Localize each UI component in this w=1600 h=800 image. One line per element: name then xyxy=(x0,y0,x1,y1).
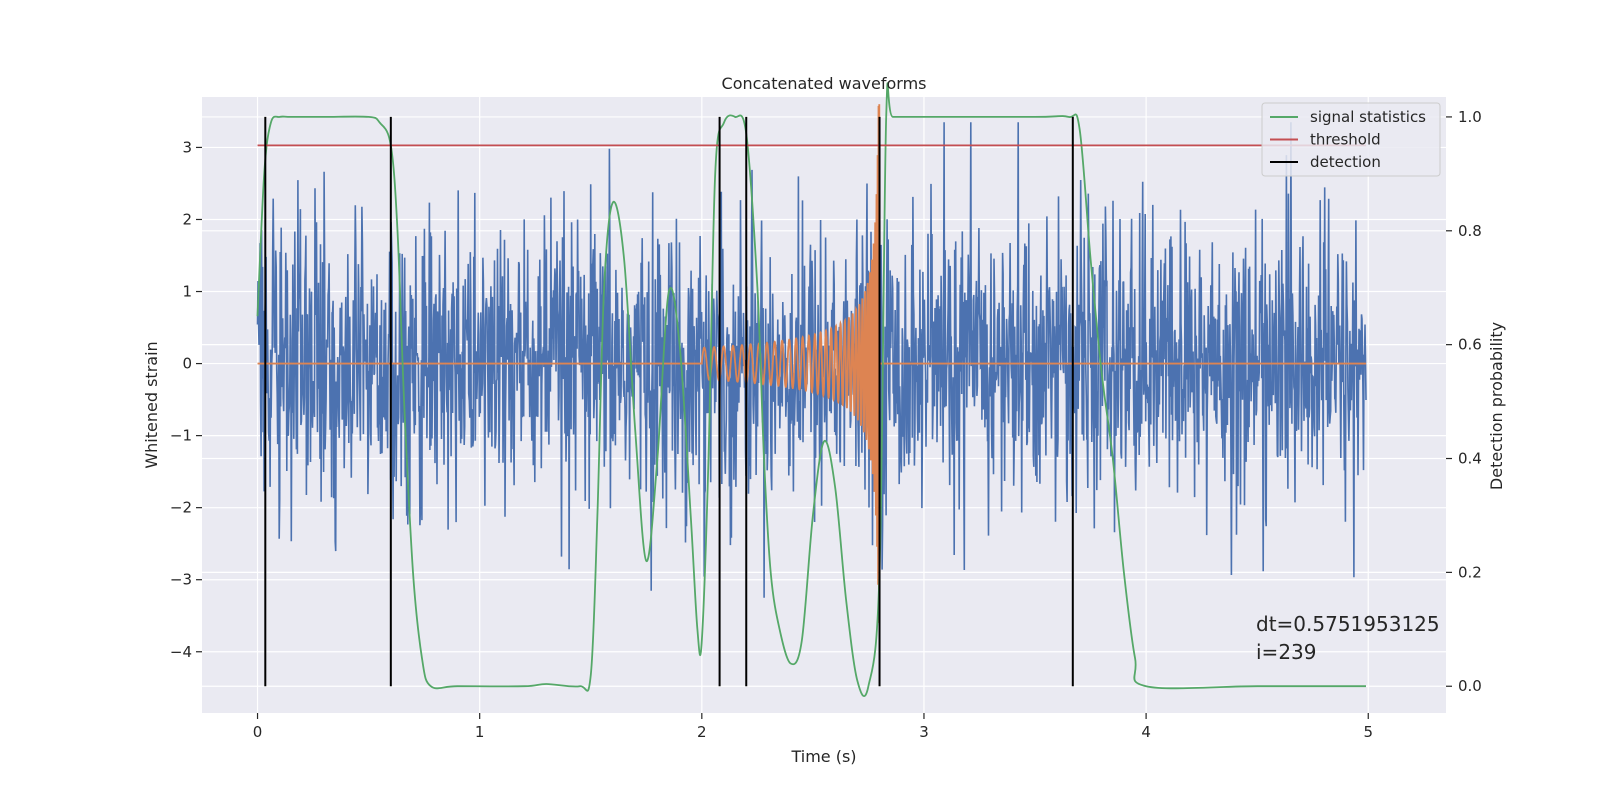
y-tick-label-right: 1.0 xyxy=(1458,108,1482,126)
y-tick-label-right: 0.0 xyxy=(1458,677,1482,695)
annotation-line: dt=0.5751953125 xyxy=(1256,612,1440,636)
detection-series xyxy=(264,116,1074,687)
y-tick-label-left: −4 xyxy=(170,643,192,661)
y-tick-label-left: 2 xyxy=(182,210,192,228)
legend-item-label: signal statistics xyxy=(1310,108,1426,126)
y-tick-label-left: 1 xyxy=(182,283,192,301)
legend-box xyxy=(1261,102,1441,177)
x-tick-label: 4 xyxy=(1141,723,1151,741)
y-tick-label-left: −2 xyxy=(170,499,192,517)
y-tick-label-right: 0.6 xyxy=(1458,336,1482,354)
y-axis-label-right: Detection probability xyxy=(1487,322,1506,490)
y-tick-label-right: 0.2 xyxy=(1458,563,1482,581)
chart-title: Concatenated waveforms xyxy=(722,74,927,93)
x-tick-label: 5 xyxy=(1363,723,1373,741)
y-tick-label-left: 0 xyxy=(182,355,192,373)
legend-item-label: threshold xyxy=(1310,131,1381,149)
y-tick-label-right: 0.8 xyxy=(1458,222,1482,240)
x-axis-label: Time (s) xyxy=(790,747,856,766)
annotation-line: i=239 xyxy=(1256,640,1317,664)
legend-item-label: detection xyxy=(1310,153,1381,171)
axis-ticks: 0 1 2 3 4 5 3 2 1 0 −1 −2 −3 −4 1.0 0.8 0.6 0.4 0.2 0.0 xyxy=(170,108,1482,741)
y-tick-label-left: 3 xyxy=(182,138,192,156)
signal-statistics-line xyxy=(256,82,1366,698)
legend: signal statistics threshold detection xyxy=(1261,102,1441,177)
annotation-text: dt=0.5751953125 i=239 xyxy=(1256,612,1440,664)
y-tick-label-left: −3 xyxy=(170,571,192,589)
y-tick-label-right: 0.4 xyxy=(1458,450,1482,468)
template-line xyxy=(257,104,1367,623)
signal-statistics-series xyxy=(256,82,1366,698)
y-tick-label-left: −1 xyxy=(170,427,192,445)
x-tick-label: 3 xyxy=(919,723,929,741)
x-tick-label: 2 xyxy=(697,723,707,741)
x-tick-label: 1 xyxy=(475,723,485,741)
y-axis-label-left: Whitened strain xyxy=(142,341,161,468)
x-tick-label: 0 xyxy=(253,723,263,741)
template-series xyxy=(257,104,1367,623)
